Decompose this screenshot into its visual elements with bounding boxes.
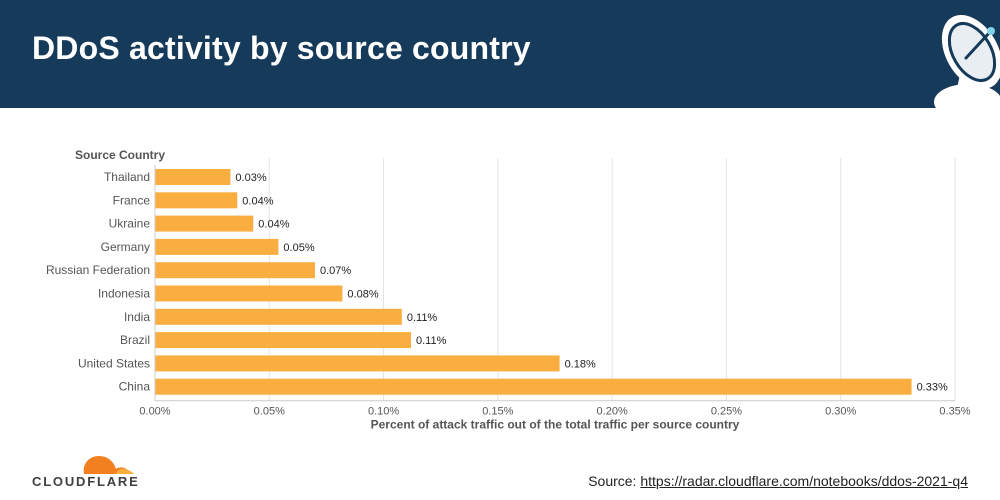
source-note: Source: https://radar.cloudflare.com/not… (588, 473, 968, 489)
x-tick-label: 0.25% (711, 406, 742, 418)
bar (155, 262, 315, 279)
data-label: 0.05% (283, 242, 314, 254)
source-prefix: Source: (588, 473, 641, 489)
bar (155, 308, 402, 325)
bar (155, 215, 254, 232)
x-axis-title: Percent of attack traffic out of the tot… (371, 418, 740, 432)
category-label: Ukraine (109, 217, 151, 231)
x-tick-label: 0.10% (368, 406, 399, 418)
bar-chart: Source Country Thailand 0.03% France 0.04% Uk… (46, 148, 971, 432)
x-tick-label: 0.30% (825, 406, 856, 418)
x-tick-label: 0.15% (482, 406, 513, 418)
category-label: Thailand (104, 170, 150, 184)
y-axis-title: Source Country (75, 148, 165, 162)
category-label: United States (78, 356, 150, 370)
bar (155, 192, 238, 209)
category-label: France (113, 193, 151, 207)
source-link[interactable]: https://radar.cloudflare.com/notebooks/d… (640, 473, 968, 489)
cloudflare-logo-icon (83, 456, 134, 474)
bar (155, 332, 411, 349)
x-tick-label: 0.00% (139, 406, 170, 418)
data-label: 0.04% (258, 219, 289, 231)
header-banner: DDoS activity by source country (0, 0, 1000, 108)
bar (155, 378, 912, 395)
bar (155, 169, 231, 185)
cloudflare-wordmark: CLOUDFLARE (32, 474, 140, 489)
category-label: Indonesia (98, 287, 150, 301)
bar (155, 238, 279, 255)
category-label: India (124, 310, 150, 324)
x-tick-label: 0.35% (939, 406, 970, 418)
data-label: 0.18% (565, 358, 596, 370)
data-label: 0.03% (235, 172, 266, 184)
bar (155, 285, 343, 302)
category-label: Germany (101, 240, 150, 254)
data-label: 0.11% (416, 335, 447, 347)
x-tick-label: 0.05% (254, 406, 285, 418)
category-label: Brazil (120, 333, 150, 347)
data-label: 0.07% (320, 265, 351, 277)
data-label: 0.33% (917, 382, 948, 394)
satellite-dish-icon (934, 15, 1000, 108)
category-label: Russian Federation (46, 263, 150, 277)
data-label: 0.11% (407, 312, 438, 324)
data-label: 0.04% (242, 195, 273, 207)
bar (155, 355, 560, 372)
x-tick-label: 0.20% (597, 406, 628, 418)
page-title: DDoS activity by source country (32, 30, 531, 66)
data-label: 0.08% (347, 289, 378, 301)
category-label: China (119, 380, 151, 394)
